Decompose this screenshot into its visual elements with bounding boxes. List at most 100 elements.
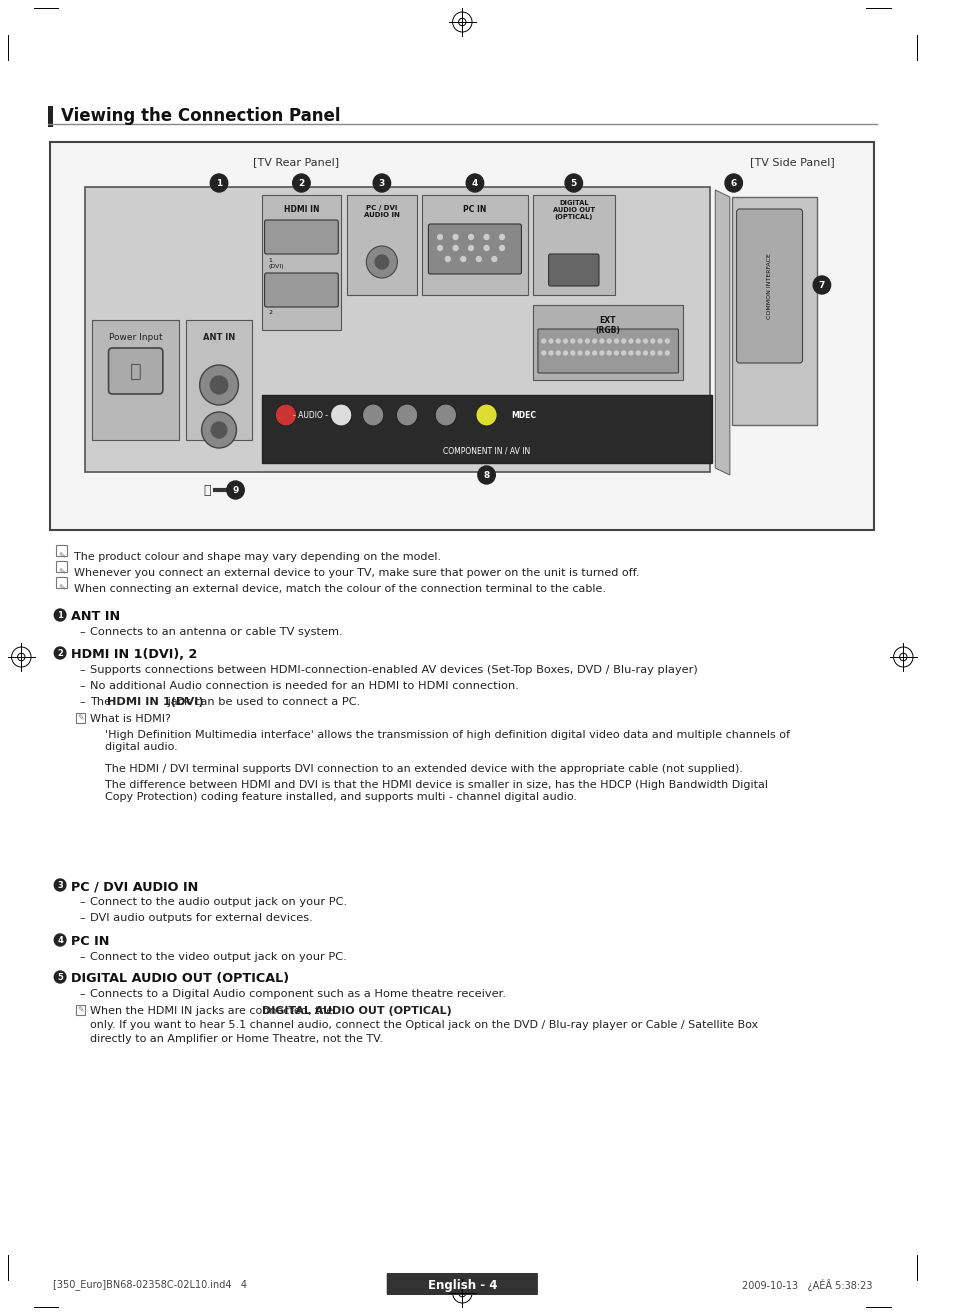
Circle shape — [812, 276, 830, 295]
FancyBboxPatch shape — [186, 320, 252, 441]
FancyBboxPatch shape — [421, 195, 528, 295]
Circle shape — [599, 339, 603, 343]
FancyBboxPatch shape — [261, 195, 341, 330]
FancyBboxPatch shape — [51, 142, 873, 530]
Circle shape — [541, 351, 545, 355]
Text: The difference between HDMI and DVI is that the HDMI device is smaller in size, : The difference between HDMI and DVI is t… — [105, 780, 767, 802]
Circle shape — [578, 351, 581, 355]
FancyBboxPatch shape — [533, 195, 615, 295]
Circle shape — [563, 351, 567, 355]
Circle shape — [724, 174, 741, 192]
Text: MDEC: MDEC — [510, 410, 536, 419]
Text: ✎: ✎ — [77, 713, 84, 722]
Circle shape — [650, 339, 654, 343]
FancyBboxPatch shape — [731, 197, 816, 425]
Circle shape — [563, 339, 567, 343]
Circle shape — [578, 339, 581, 343]
Text: PC / DVI AUDIO IN: PC / DVI AUDIO IN — [71, 880, 198, 893]
Circle shape — [549, 351, 553, 355]
Circle shape — [643, 351, 647, 355]
Circle shape — [477, 466, 495, 484]
Circle shape — [585, 339, 589, 343]
Circle shape — [664, 351, 669, 355]
Circle shape — [227, 481, 244, 498]
Text: PC / DVI
AUDIO IN: PC / DVI AUDIO IN — [363, 205, 399, 218]
Circle shape — [437, 234, 442, 239]
Text: ✎: ✎ — [58, 567, 65, 576]
Text: The HDMI / DVI terminal supports DVI connection to an extended device with the a: The HDMI / DVI terminal supports DVI con… — [105, 764, 741, 775]
Text: 5: 5 — [570, 179, 577, 188]
Circle shape — [199, 366, 238, 405]
Text: HDMI IN 1(DVI): HDMI IN 1(DVI) — [107, 697, 203, 707]
Text: ANT IN: ANT IN — [71, 610, 120, 623]
Circle shape — [636, 351, 639, 355]
Text: COMPONENT IN / AV IN: COMPONENT IN / AV IN — [442, 446, 530, 455]
Text: What is HDMI?: What is HDMI? — [90, 714, 171, 725]
Circle shape — [468, 246, 473, 250]
Text: Power Input: Power Input — [109, 333, 162, 342]
Circle shape — [592, 339, 596, 343]
Text: 5: 5 — [57, 973, 63, 981]
Text: No additional Audio connection is needed for an HDMI to HDMI connection.: No additional Audio connection is needed… — [90, 681, 518, 690]
Circle shape — [658, 351, 661, 355]
Text: –: – — [79, 665, 85, 675]
Text: HDMI IN 1(DVI), 2: HDMI IN 1(DVI), 2 — [71, 648, 197, 661]
Text: [350_Euro]BN68-02358C-02L10.ind4   4: [350_Euro]BN68-02358C-02L10.ind4 4 — [53, 1279, 247, 1290]
Circle shape — [460, 256, 465, 262]
Text: only. If you want to hear 5.1 channel audio, connect the Optical jack on the DVD: only. If you want to hear 5.1 channel au… — [90, 1020, 758, 1030]
Text: Connects to an antenna or cable TV system.: Connects to an antenna or cable TV syste… — [90, 627, 342, 636]
Circle shape — [275, 404, 296, 426]
Circle shape — [453, 234, 457, 239]
Text: directly to an Amplifier or Home Theatre, not the TV.: directly to an Amplifier or Home Theatre… — [90, 1034, 383, 1044]
FancyBboxPatch shape — [264, 274, 338, 306]
Circle shape — [541, 339, 545, 343]
Text: 'High Definition Multimedia interface' allows the transmission of high definitio: 'High Definition Multimedia interface' a… — [105, 730, 789, 752]
Text: ✎: ✎ — [58, 551, 65, 560]
Circle shape — [445, 256, 450, 262]
Circle shape — [211, 422, 227, 438]
Text: 3: 3 — [378, 179, 385, 188]
Text: –: – — [79, 897, 85, 907]
Text: EXT
(RGB): EXT (RGB) — [595, 316, 619, 335]
Text: 1
(DVI): 1 (DVI) — [268, 258, 284, 268]
Circle shape — [476, 256, 480, 262]
Circle shape — [468, 234, 473, 239]
Text: ✎: ✎ — [58, 583, 65, 592]
Circle shape — [650, 351, 654, 355]
Circle shape — [54, 970, 66, 984]
Text: –: – — [79, 681, 85, 690]
Text: 2: 2 — [298, 179, 304, 188]
Circle shape — [614, 351, 618, 355]
Text: 2009-10-13   ¿AÉÂ 5:38:23: 2009-10-13 ¿AÉÂ 5:38:23 — [741, 1279, 871, 1291]
Circle shape — [366, 246, 397, 277]
Circle shape — [54, 934, 66, 945]
Text: [TV Side Panel]: [TV Side Panel] — [750, 156, 834, 167]
Text: 🔒: 🔒 — [203, 484, 211, 497]
Text: Viewing the Connection Panel: Viewing the Connection Panel — [61, 107, 340, 125]
Text: Whenever you connect an external device to your TV, make sure that power on the : Whenever you connect an external device … — [73, 568, 639, 579]
Circle shape — [621, 351, 625, 355]
Circle shape — [54, 647, 66, 659]
Circle shape — [556, 351, 559, 355]
Text: Connect to the video output jack on your PC.: Connect to the video output jack on your… — [90, 952, 347, 963]
Text: 9: 9 — [233, 485, 238, 494]
Text: 7: 7 — [818, 280, 824, 289]
Text: English - 4: English - 4 — [427, 1278, 497, 1291]
Text: Connects to a Digital Audio component such as a Home theatre receiver.: Connects to a Digital Audio component su… — [90, 989, 506, 999]
Circle shape — [607, 351, 611, 355]
Circle shape — [585, 351, 589, 355]
Circle shape — [483, 246, 489, 250]
Circle shape — [599, 351, 603, 355]
FancyBboxPatch shape — [428, 224, 521, 274]
Text: Connect to the audio output jack on your PC.: Connect to the audio output jack on your… — [90, 897, 347, 907]
Circle shape — [483, 234, 489, 239]
FancyBboxPatch shape — [537, 329, 678, 373]
Circle shape — [437, 246, 442, 250]
Circle shape — [375, 255, 388, 270]
Circle shape — [499, 234, 504, 239]
Text: DIGITAL
AUDIO OUT
(OPTICAL): DIGITAL AUDIO OUT (OPTICAL) — [552, 200, 595, 220]
Text: DVI audio outputs for external devices.: DVI audio outputs for external devices. — [90, 913, 313, 923]
FancyBboxPatch shape — [736, 209, 801, 363]
Text: ⏻: ⏻ — [130, 362, 141, 380]
Text: 2: 2 — [57, 648, 63, 658]
